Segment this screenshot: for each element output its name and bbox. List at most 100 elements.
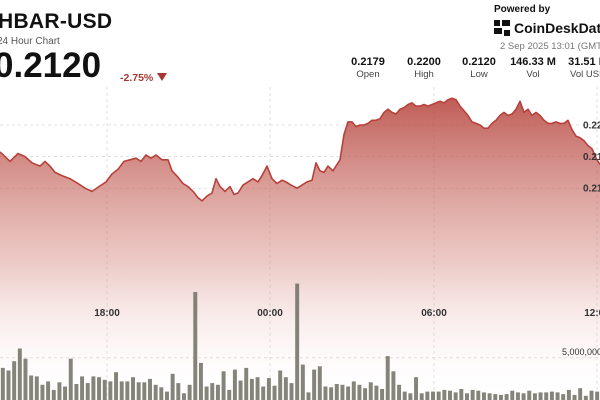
volume-bar [566, 389, 571, 400]
volume-bar [114, 372, 119, 400]
volume-bar [278, 370, 283, 400]
volume-bar [515, 392, 520, 400]
volume-bar [357, 384, 362, 400]
volume-bar [63, 386, 68, 400]
volume-bar [380, 389, 385, 400]
price-change: -2.75% [120, 72, 154, 84]
volume-bar [249, 378, 254, 400]
volume-bar [227, 389, 232, 400]
volume-bar [329, 387, 334, 400]
stat-vol-value: 146.33 M [510, 56, 556, 68]
volume-bar [108, 381, 113, 400]
volume-bar [532, 393, 537, 400]
volume-bar [538, 392, 543, 400]
volume-bar [312, 369, 317, 400]
stat-high: 0.2200 High [398, 55, 450, 81]
volume-bar [170, 373, 175, 400]
volume-bar [255, 377, 260, 400]
stat-high-label: High [414, 69, 434, 80]
volume-bar [504, 394, 509, 400]
volume-bar [148, 378, 152, 400]
volume-bar [57, 382, 62, 400]
volume-bar [289, 383, 294, 400]
volume-bar [402, 391, 407, 400]
volume-bar [40, 384, 45, 400]
volume-bar [266, 378, 271, 400]
volume-bar [232, 369, 237, 400]
chart-subtitle: 24 Hour Chart [0, 36, 60, 47]
volume-bar [306, 392, 311, 400]
symbol-title: HBAR-USD [0, 10, 113, 33]
volume-bar [431, 391, 435, 400]
price-area-fill [0, 98, 600, 400]
stat-vol-label: Vol [526, 69, 540, 80]
volume-bar [374, 385, 379, 400]
volume-bar [153, 384, 158, 400]
volume-bar [340, 384, 345, 400]
volume-bar [6, 370, 11, 400]
volume-bar [544, 392, 549, 400]
volume-bar [589, 390, 594, 400]
volume-bar [80, 376, 85, 400]
y-tick-label: 0.2160 [583, 184, 600, 195]
volume-bar [555, 392, 560, 400]
volume-bar [244, 367, 249, 400]
stat-low-value: 0.2120 [462, 56, 496, 68]
volume-bar [442, 389, 447, 400]
volume-bar [29, 375, 34, 400]
volume-bar [498, 394, 503, 400]
stat-open: 0.2179 Open [342, 55, 394, 81]
volume-bar [102, 379, 107, 400]
volume-bar [317, 366, 322, 400]
volume-bar [549, 391, 554, 400]
volume-bar [295, 283, 300, 400]
volume-bar [414, 377, 419, 400]
volume-bar [215, 384, 220, 400]
volume-bar [187, 384, 192, 400]
volume-bar [119, 381, 124, 400]
volume-bar [385, 356, 390, 400]
volume-bar [351, 381, 356, 400]
stat-open-label: Open [356, 69, 380, 80]
volume-bar [487, 393, 492, 400]
volume-bar [238, 380, 243, 400]
powered-by-label: Powered by [494, 4, 551, 15]
stat-vol-usd: 31.51 M Vol USD [562, 55, 600, 81]
stat-vol-usd-value: 31.51 M [568, 56, 600, 68]
volume-bar [470, 389, 475, 400]
volume-bar [334, 384, 339, 400]
x-tick-label: 18:00 [94, 308, 120, 319]
brand-logo: CoinDeskData [494, 20, 600, 36]
coindesk-logo-icon [494, 20, 510, 36]
volume-bar [510, 390, 515, 400]
volume-bar [272, 385, 277, 400]
volume-bar [136, 382, 141, 400]
volume-bar [583, 395, 588, 400]
x-tick-label: 12:00 [584, 308, 600, 319]
volume-bar [453, 392, 458, 400]
volume-bar [408, 393, 413, 400]
label-layer: 18:00 00:00 06:00 12:00 0.2200 0.2180 0.2160 5,… [94, 121, 600, 357]
volume-bar [51, 389, 56, 400]
volume-bar [397, 384, 402, 400]
volume-bar [300, 364, 305, 400]
volume-bar [176, 383, 181, 400]
volume-bar [527, 390, 532, 400]
volume-bar [46, 381, 51, 400]
volume-bar [521, 393, 526, 400]
volume-bar [34, 376, 39, 400]
volume-bar [561, 394, 566, 400]
volume-bar [436, 391, 441, 400]
y-tick-label: 0.2180 [583, 152, 600, 163]
volume-bar [0, 367, 5, 400]
volume-bar [465, 393, 469, 400]
volume-bar [481, 392, 486, 400]
volume-bar [448, 390, 452, 400]
volume-bar [459, 389, 464, 400]
volume-bar [419, 393, 424, 400]
volume-bar [165, 391, 169, 400]
volume-tick-label: 5,000,000 [562, 347, 600, 357]
x-tick-label: 00:00 [257, 308, 283, 319]
